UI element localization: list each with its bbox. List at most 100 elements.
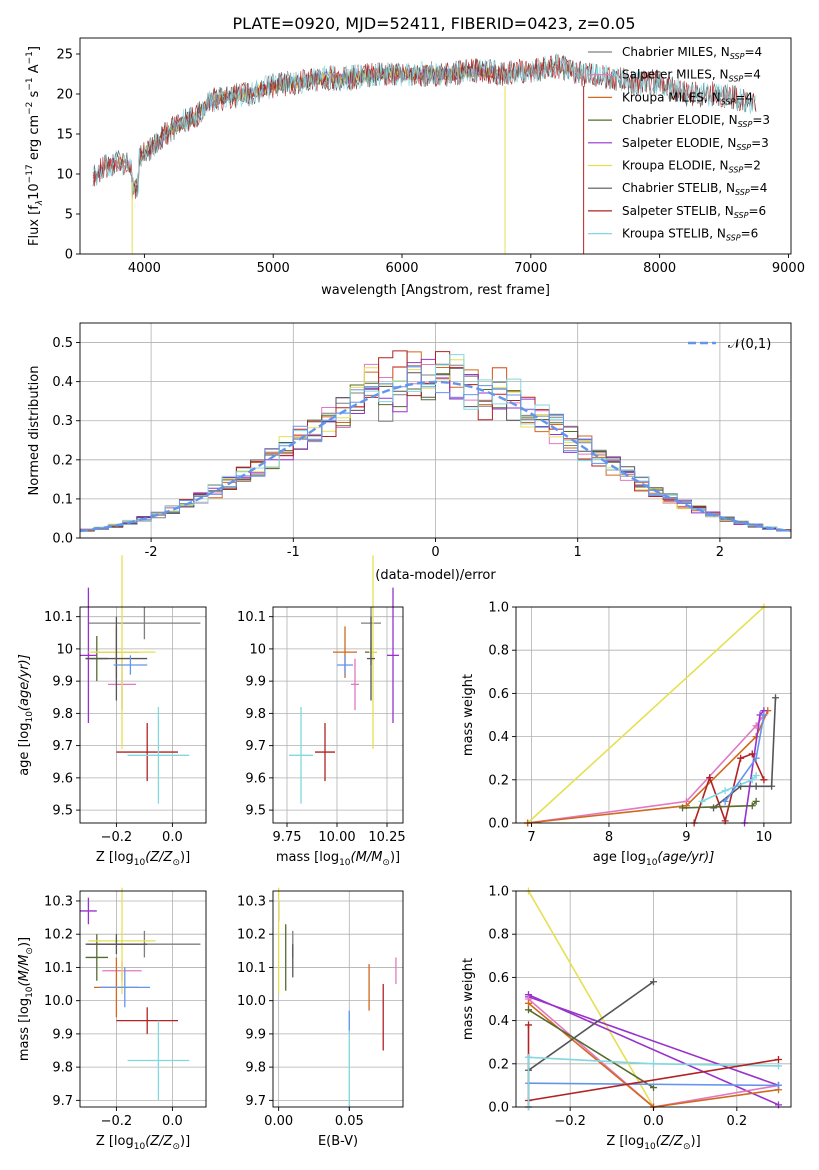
weight-line-chabrier_stelib (528, 981, 654, 1071)
y-tick-label: 9.7 (52, 739, 73, 754)
x-tick-label: −0.2 (101, 830, 133, 845)
y-tick-label: 0.0 (488, 1101, 509, 1116)
y-tick-label: 9.9 (52, 1027, 73, 1042)
x-tick-label: 0.0 (643, 1114, 664, 1129)
weight-line-salpeter_elodie (528, 996, 779, 1087)
weight-line-kroupa_elodie (527, 890, 655, 1108)
y-tick-label: 9.5 (245, 804, 266, 819)
x-tick-label: 0 (431, 545, 439, 560)
y-tick-label: 0 (65, 248, 73, 263)
y-tick-label: 10 (56, 642, 73, 657)
y-tick-label: 10.1 (237, 610, 266, 625)
y-tick-label: 10.2 (44, 928, 73, 943)
x-tick-label: 10.25 (368, 830, 405, 845)
x-tick-label: 0.2 (726, 1114, 747, 1129)
y-axis-label: Normed distribution (27, 366, 42, 496)
weight-marker-extra_blue (775, 1081, 782, 1089)
y-tick-label: 9.8 (245, 707, 266, 722)
axes-frame (272, 890, 404, 1108)
histogram-kroupa_stelib (80, 354, 791, 531)
weight-marker-salpeter_stelib (525, 1021, 532, 1029)
figure-title: PLATE=0920, MJD=52411, FIBERID=0423, z=0… (232, 14, 635, 33)
y-axis-label: age [log10(age/yr)] (17, 654, 35, 776)
y-tick-label: 9.7 (52, 1094, 73, 1109)
x-tick-label: 4000 (128, 261, 161, 276)
x-axis-label: age [log10(age/yr)] (593, 850, 715, 868)
weight-vs-age-panel: 7 8 9 10 0.0 0.2 0.4 0.6 0.8 1.0 age [log10(age/yr… (461, 601, 792, 868)
y-axis-label: mass [log10(M/M⊙)] (17, 937, 35, 1061)
x-axis-label: Z [log10(Z/Z⊙)] (96, 850, 190, 868)
y-tick-label: 10.2 (237, 928, 266, 943)
weight-line-extra_blue (528, 1082, 779, 1087)
legend-entry: Kroupa STELIB, NSSP=6 (622, 227, 758, 243)
y-tick-label: 0.8 (488, 644, 509, 659)
y-tick-label: 25 (56, 48, 73, 63)
weight-marker-kroupa_stelib (525, 1053, 532, 1061)
y-tick-label: 9.8 (52, 1061, 73, 1076)
spectrum-panel: 4000 5000 6000 7000 8000 9000 0 5 10 15 20 25 wavele… (25, 37, 805, 298)
weight-marker-chabrier_elodie (650, 1084, 657, 1092)
x-tick-label: 6000 (385, 261, 418, 276)
y-tick-label: 0.1 (52, 492, 73, 507)
x-tick-label: 0.0 (162, 830, 183, 845)
x-tick-label: 10 (756, 830, 773, 845)
weight-line-salpeter_stelib (528, 1058, 779, 1102)
y-tick-label: 9.6 (52, 771, 73, 786)
axes-frame (79, 890, 207, 1108)
x-tick-label: 10.00 (318, 830, 355, 845)
age-vs-mass-panel: 9.75 10.00 10.25 9.5 9.6 9.7 9.8 9.9 10 10.1 mass … (237, 555, 406, 868)
y-tick-label: 1.0 (488, 601, 509, 616)
legend-entry: Chabrier STELIB, NSSP=4 (622, 181, 767, 197)
mass-vs-z-panel: −0.2 0.0 9.7 9.8 9.9 10.0 10.1 10.2 10.3 Z [log10… (17, 887, 207, 1152)
y-tick-label: 9.8 (245, 1061, 266, 1076)
y-tick-label: 0.2 (488, 1057, 509, 1072)
y-tick-label: 0.2 (52, 453, 73, 468)
x-axis-label: wavelength [Angstrom, rest frame] (321, 283, 550, 298)
weight-marker-chabrier_elodie (748, 802, 756, 810)
weight-marker-salpeter_stelib (706, 774, 714, 782)
x-tick-label: -2 (145, 545, 158, 560)
axes-frame (272, 606, 404, 824)
x-tick-label: 5000 (257, 261, 290, 276)
y-tick-label: 0.0 (52, 532, 73, 547)
y-axis-label: Flux [fλ10−17 erg cm−2 s−1 A−1] (25, 46, 45, 246)
y-tick-label: 9.5 (52, 804, 73, 819)
weight-marker-chabrier_stelib (768, 782, 776, 790)
axes-frame (515, 606, 792, 824)
weight-marker-chabrier_elodie (679, 804, 687, 812)
y-tick-label: 10.1 (237, 961, 266, 976)
weight-line-kroupa_stelib (701, 774, 757, 803)
y-tick-label: 0.0 (488, 817, 509, 832)
x-tick-label: 0.05 (335, 1114, 364, 1129)
normal-curve (79, 380, 792, 533)
y-tick-label: 9.8 (52, 707, 73, 722)
y-axis-label: mass weight (461, 958, 476, 1040)
x-tick-label: 8000 (643, 261, 676, 276)
weight-marker-chabrier_elodie (752, 797, 760, 805)
y-tick-label: 0.4 (488, 730, 509, 745)
legend-entry: Chabrier ELODIE, NSSP=3 (622, 113, 770, 129)
y-tick-label: 0.4 (488, 1014, 509, 1029)
y-tick-label: 9.9 (52, 675, 73, 690)
x-tick-label: −0.2 (101, 1114, 133, 1129)
spectrum-series-kroupa_stelib (92, 53, 757, 195)
weight-marker-chabrier_stelib (752, 782, 760, 790)
y-tick-label: 1.0 (488, 885, 509, 900)
weight-marker-salpeter_stelib (775, 1055, 782, 1063)
weight-marker-chabrier_stelib (650, 978, 657, 986)
x-tick-label: 1 (574, 545, 582, 560)
weight-marker-extra_blue (721, 797, 729, 805)
weight-marker-kroupa_stelib (752, 771, 760, 779)
weight-vs-z-panel: −0.2 0.0 0.2 0.0 0.2 0.4 0.6 0.8 1.0 Z [log10(Z/Z… (461, 885, 792, 1152)
mass-vs-ebv-panel: 0.00 0.05 9.7 9.8 9.9 10.0 10.1 10.2 10.3 E(B-V) (237, 887, 404, 1149)
x-tick-label: 7 (527, 830, 535, 845)
y-tick-label: 10.1 (44, 610, 73, 625)
y-tick-label: 15 (56, 128, 73, 143)
y-tick-label: 0.6 (488, 687, 509, 702)
y-tick-label: 10.0 (237, 994, 266, 1009)
x-axis-label: E(B-V) (318, 1134, 358, 1149)
x-tick-label: 0.0 (162, 1114, 183, 1129)
residuals-panel: -2 -1 0 1 2 0.0 0.1 0.2 0.3 0.4 0.5 (data-model)/er… (27, 322, 792, 583)
y-tick-label: 9.7 (245, 1094, 266, 1109)
